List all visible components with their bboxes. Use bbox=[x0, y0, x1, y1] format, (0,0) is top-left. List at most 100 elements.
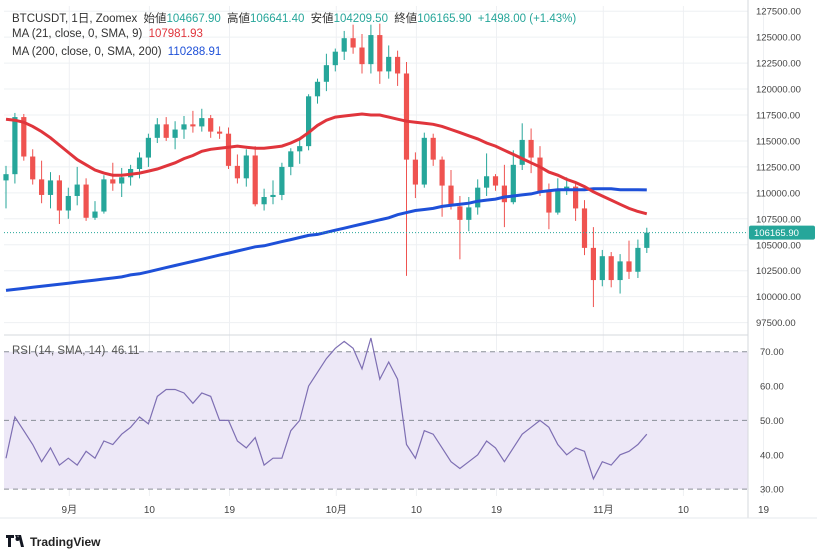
candle-down bbox=[110, 179, 116, 184]
brand-name: TradingView bbox=[30, 535, 101, 549]
candle-down bbox=[350, 38, 356, 48]
time-axis[interactable]: 9月 10 19 10月 10 19 11月 10 19 bbox=[62, 504, 770, 516]
legend-symbol[interactable]: BTCUSDT, 1日, Zoomex bbox=[12, 13, 138, 25]
candle-down bbox=[457, 206, 463, 220]
ma21-legend[interactable]: MA (21, close, 0, SMA, 9) 107981.93 bbox=[12, 28, 206, 40]
ma21-line bbox=[5, 112, 648, 216]
ma200-line bbox=[5, 187, 647, 292]
candle-up bbox=[510, 164, 516, 203]
candle-down bbox=[412, 159, 418, 185]
candle-up bbox=[279, 166, 285, 195]
candle-down bbox=[573, 186, 579, 209]
rsi-tick-label: 50.00 bbox=[760, 416, 784, 427]
candle-down bbox=[430, 137, 436, 160]
rsi-axis[interactable]: 70.00 60.00 50.00 40.00 30.00 bbox=[760, 347, 784, 495]
candle-down bbox=[546, 191, 552, 213]
ma21-value: 107981.93 bbox=[148, 28, 203, 40]
candle-down bbox=[448, 185, 454, 207]
axis-divider bbox=[0, 0, 817, 519]
candle-up bbox=[181, 124, 187, 130]
rsi-label: RSI (14, SMA, 14) bbox=[12, 345, 106, 357]
candle-up bbox=[332, 51, 338, 66]
rsi-tick-label: 30.00 bbox=[760, 485, 784, 496]
candle-down bbox=[208, 118, 214, 132]
candle-down bbox=[190, 124, 196, 127]
price-tick-label: 122500.00 bbox=[756, 59, 801, 70]
price-tick-label: 112500.00 bbox=[756, 162, 800, 173]
tradingview-logo-icon bbox=[6, 535, 26, 550]
legend-low: 104209.50 bbox=[333, 13, 388, 25]
candle-down bbox=[163, 124, 169, 138]
time-tick-label: 19 bbox=[491, 505, 503, 516]
candle-down bbox=[403, 73, 410, 160]
price-tick-label: 127500.00 bbox=[756, 7, 801, 18]
legend-high-label: 高値 bbox=[227, 13, 251, 25]
ma21-label: MA (21, close, 0, SMA, 9) bbox=[12, 28, 143, 40]
legend-open: 104667.90 bbox=[166, 13, 221, 25]
candle-up bbox=[475, 187, 481, 208]
candle-down bbox=[217, 131, 223, 134]
legend-low-label: 安値 bbox=[310, 13, 334, 25]
candle-down bbox=[39, 179, 45, 195]
main-legend[interactable]: BTCUSDT, 1日, Zoomex 始値104667.90 高値106641… bbox=[12, 10, 579, 26]
rsi-band-lines bbox=[4, 351, 748, 490]
candle-up bbox=[3, 174, 9, 181]
candle-down bbox=[252, 155, 258, 205]
candle-up bbox=[92, 211, 98, 218]
candle-up bbox=[466, 207, 472, 220]
candle-up bbox=[314, 81, 321, 97]
price-tick-label: 110000.00 bbox=[756, 188, 800, 199]
candle-up bbox=[136, 157, 143, 169]
time-tick-label: 10 bbox=[678, 505, 690, 516]
candle-down bbox=[377, 35, 383, 72]
candle-up bbox=[199, 118, 205, 127]
candle-up bbox=[270, 194, 276, 198]
candle-up bbox=[74, 184, 80, 196]
candle-up bbox=[519, 139, 525, 165]
price-tick-label: 120000.00 bbox=[756, 85, 801, 96]
price-tick-label: 117500.00 bbox=[756, 111, 800, 122]
candle-up bbox=[635, 247, 641, 272]
legend-open-label: 始値 bbox=[143, 13, 167, 25]
candle-up bbox=[617, 261, 623, 281]
candle-up bbox=[306, 96, 312, 147]
candle-up bbox=[386, 56, 392, 72]
legend-high: 106641.40 bbox=[250, 13, 305, 25]
price-axis[interactable]: 127500.00 125000.00 122500.00 120000.00 1175… bbox=[756, 7, 801, 329]
candle-up bbox=[243, 155, 249, 179]
legend-change: +1498.00 (+1.43%) bbox=[477, 13, 577, 25]
candle-up bbox=[323, 65, 329, 82]
candle-up bbox=[644, 232, 650, 248]
time-tick-label: 11月 bbox=[593, 504, 613, 516]
price-tick-label: 102500.00 bbox=[756, 266, 801, 277]
ma200-legend[interactable]: MA (200, close, 0, SMA, 200) 110288.91 bbox=[12, 46, 224, 58]
time-tick-label: 9月 bbox=[62, 504, 78, 516]
candle-up bbox=[101, 179, 107, 212]
candle-up bbox=[154, 124, 160, 138]
ma200-value: 110288.91 bbox=[167, 46, 222, 58]
candle-down bbox=[537, 157, 543, 192]
time-tick-label: 19 bbox=[224, 505, 236, 516]
price-tick-label: 97500.00 bbox=[756, 318, 796, 329]
candle-down bbox=[225, 133, 232, 166]
candle-up bbox=[599, 256, 605, 281]
candle-down bbox=[528, 139, 534, 158]
candle-up bbox=[288, 151, 294, 167]
time-tick-label: 10 bbox=[411, 505, 423, 516]
candle-down bbox=[608, 256, 614, 281]
tradingview-brand[interactable]: TradingView bbox=[6, 535, 100, 550]
rsi-legend[interactable]: RSI (14, SMA, 14) 46.11 bbox=[12, 345, 142, 357]
candle-up bbox=[145, 137, 151, 158]
candle-up bbox=[261, 197, 267, 205]
candle-down bbox=[359, 47, 365, 65]
candle-down bbox=[395, 56, 401, 74]
last-price-tag: 106165.90 bbox=[749, 225, 815, 240]
candle-up bbox=[421, 137, 427, 185]
candles bbox=[3, 23, 650, 308]
candle-down bbox=[83, 184, 89, 218]
candle-down bbox=[56, 180, 62, 211]
candle-down bbox=[590, 247, 596, 281]
candle-down bbox=[439, 159, 445, 186]
candle-down bbox=[21, 117, 27, 157]
